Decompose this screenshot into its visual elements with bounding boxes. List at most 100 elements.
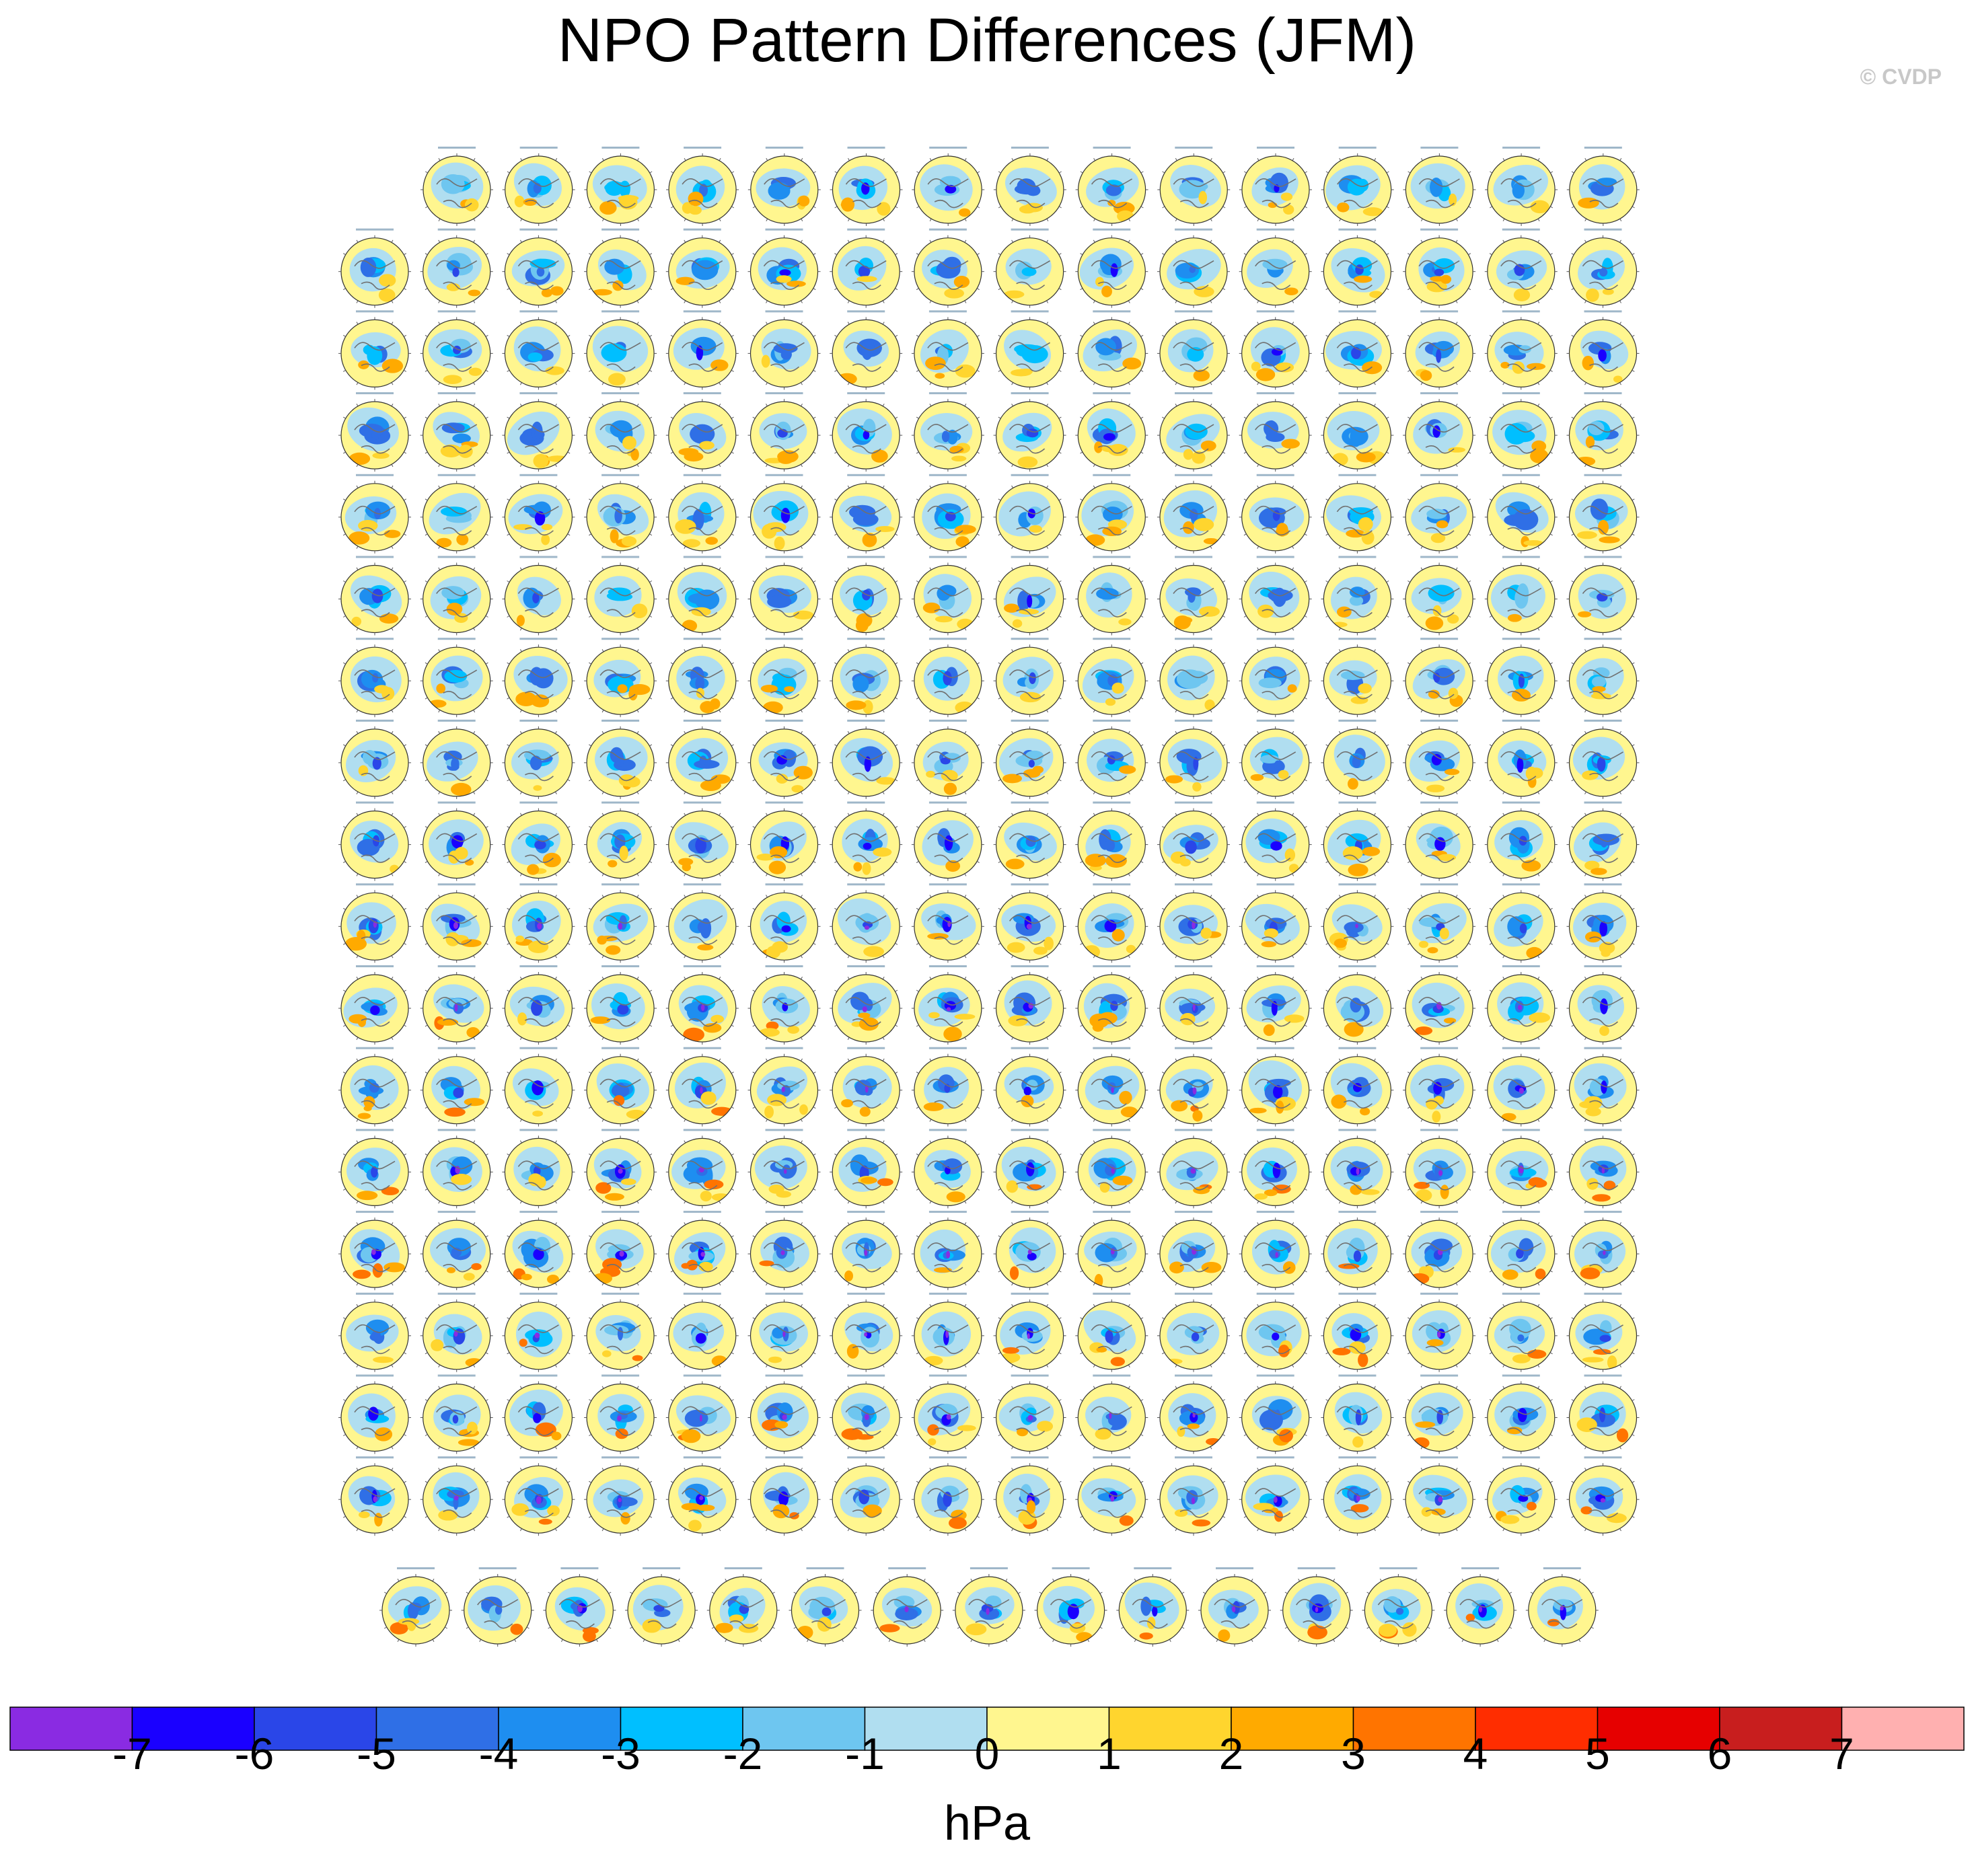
colorbar-swatch — [131, 1706, 255, 1751]
panel-caption — [765, 1374, 803, 1377]
colorbar-swatch — [1352, 1706, 1476, 1751]
polar-map-panel — [830, 801, 903, 881]
panel-caption — [683, 1374, 721, 1377]
panel-caption — [1011, 1456, 1049, 1459]
panel-caption — [683, 1047, 721, 1049]
polar-map-panel — [338, 638, 411, 718]
polar-map-panel — [830, 147, 903, 226]
panel-caption — [683, 801, 721, 804]
polar-map-panel — [830, 1374, 903, 1454]
polar-map-panel — [911, 883, 984, 963]
polar-map-panel — [993, 556, 1066, 636]
polar-map-panel — [1075, 1292, 1148, 1372]
polar-map-panel — [1321, 965, 1394, 1045]
panel-caption — [1175, 228, 1212, 231]
polar-map-panel — [502, 1211, 575, 1291]
polar-map-panel — [420, 474, 493, 554]
panel-caption — [601, 228, 640, 231]
polar-map-panel — [747, 556, 821, 636]
polar-map-panel — [1198, 1567, 1271, 1647]
panel-caption — [1420, 228, 1459, 231]
panel-caption — [1420, 1456, 1459, 1459]
panel-caption — [1256, 1129, 1294, 1131]
panel-caption — [847, 1129, 885, 1131]
polar-map-panel — [665, 1211, 739, 1291]
polar-map-panel — [830, 1129, 903, 1209]
polar-map-panel — [1157, 1129, 1230, 1209]
panel-caption — [1175, 310, 1212, 313]
panel-caption — [519, 1456, 558, 1459]
polar-map-panel — [420, 1129, 493, 1209]
panel-caption — [1338, 1292, 1377, 1295]
polar-map-panel — [1075, 801, 1148, 881]
panel-caption — [1584, 801, 1622, 804]
panel-caption — [1257, 147, 1294, 149]
polar-map-panel — [1157, 1292, 1230, 1372]
polar-map-panel — [1566, 883, 1640, 963]
panel-caption — [437, 1456, 476, 1459]
polar-map-panel — [584, 1456, 657, 1536]
panel-caption — [847, 556, 885, 558]
panel-caption — [356, 801, 394, 804]
panel-caption — [1093, 474, 1131, 476]
panel-caption — [519, 1374, 558, 1377]
colorbar-swatch — [498, 1706, 622, 1751]
panel-caption — [1420, 310, 1459, 313]
polar-map-panel — [1239, 801, 1312, 881]
panel-caption — [437, 801, 476, 804]
polar-map-panel — [420, 1211, 493, 1291]
polar-map-panel — [502, 801, 575, 881]
polar-map-panel — [502, 474, 575, 554]
polar-map-panel — [830, 883, 903, 963]
colorbar-tick-label: 6 — [1708, 1729, 1732, 1778]
panel-caption — [356, 1374, 394, 1377]
panel-caption — [1256, 310, 1294, 313]
panel-caption — [601, 310, 640, 313]
polar-map-panel — [543, 1567, 616, 1647]
polar-map-panel — [911, 1047, 984, 1127]
polar-map-panel — [1403, 1374, 1476, 1454]
panel-caption — [1502, 310, 1540, 313]
panel-caption — [356, 638, 394, 640]
panel-caption — [1420, 801, 1459, 804]
panel-caption — [1338, 1374, 1377, 1377]
panel-caption — [356, 883, 394, 886]
polar-map-panel — [1157, 228, 1230, 308]
panel-caption — [847, 1456, 885, 1459]
polar-map-panel — [502, 719, 575, 799]
panel-caption — [1011, 556, 1049, 558]
panel-caption — [765, 228, 803, 231]
panel-caption — [1584, 965, 1622, 967]
polar-map-panel — [1321, 1129, 1394, 1209]
panel-caption — [643, 1567, 681, 1569]
polar-map-panel — [1075, 1374, 1148, 1454]
panel-caption — [928, 474, 967, 476]
panel-caption — [928, 1374, 967, 1377]
polar-map-panel — [1321, 638, 1394, 718]
panel-caption — [601, 1374, 640, 1377]
panel-caption — [1175, 719, 1212, 722]
polar-map-panel — [1403, 1292, 1476, 1372]
panel-caption — [1338, 638, 1377, 640]
panel-caption — [356, 719, 394, 722]
panel-caption — [1011, 228, 1049, 231]
panel-caption — [356, 228, 394, 231]
panel-caption — [1584, 147, 1622, 149]
polar-map-panel — [1484, 228, 1558, 308]
polar-map-panel — [1321, 392, 1394, 472]
panel-caption — [437, 1292, 476, 1295]
chart-title: NPO Pattern Differences (JFM) — [557, 6, 1417, 75]
polar-map-panel — [830, 1211, 903, 1291]
panel-caption — [1584, 1374, 1622, 1377]
panel-caption — [519, 1047, 558, 1049]
polar-map-panel — [1403, 556, 1476, 636]
colorbar-tick-label: -6 — [235, 1729, 275, 1778]
panel-caption — [1584, 1292, 1622, 1295]
polar-map-panel — [502, 1129, 575, 1209]
panel-caption — [765, 638, 803, 640]
polar-map-panel — [1566, 719, 1640, 799]
polar-map-panel — [1157, 719, 1230, 799]
panel-caption — [1256, 228, 1294, 231]
panel-caption — [765, 801, 803, 804]
panel-caption — [683, 392, 721, 395]
